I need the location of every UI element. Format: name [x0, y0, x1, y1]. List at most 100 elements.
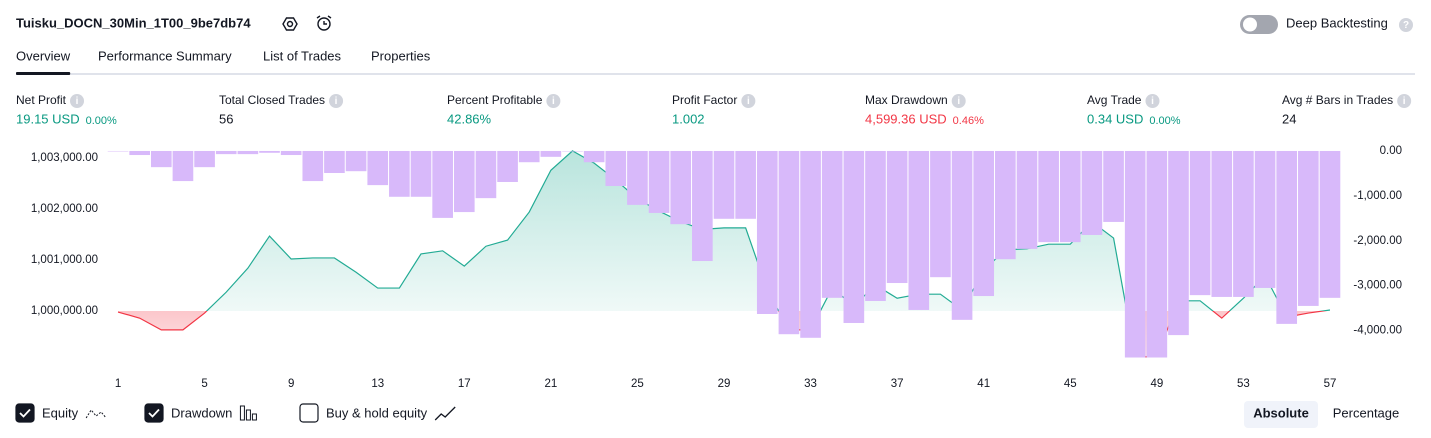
metrics-row: Net Profit i 19.15 USD 0.00% Total Closed Tr…: [16, 93, 1412, 127]
drawdown-bar: [692, 150, 713, 262]
drawdown-bar: [302, 150, 324, 182]
settings-icon[interactable]: [282, 17, 298, 31]
drawdown-bar: [1254, 150, 1276, 288]
drawdown-bar: [583, 150, 605, 163]
drawdown-bar: [324, 150, 345, 173]
x-tick-label: 25: [631, 378, 644, 390]
y2-tick-label: -4,000.00: [1353, 325, 1402, 337]
drawdown-bar: [605, 150, 627, 187]
help-icon[interactable]: ?: [1399, 18, 1413, 32]
drawdown-bar: [735, 150, 756, 219]
y-tick-label: 1,001,000.00: [31, 254, 98, 266]
drawdown-bar: [518, 150, 540, 163]
drawdown-bar: [1038, 150, 1059, 243]
drawdown-bar: [951, 150, 973, 320]
deep-backtesting-toggle[interactable]: [1240, 15, 1278, 34]
metric-label: Max Drawdown: [865, 93, 948, 107]
metric-percent: 0.00%: [86, 115, 117, 127]
drawdown-bar: [432, 150, 453, 218]
drawdown-bar: [648, 150, 670, 213]
drawdown-bar: [865, 150, 886, 301]
view-mode[interactable]: Absolute: [1253, 405, 1309, 420]
svg-text:i: i: [1151, 96, 1154, 107]
drawdown-bar: [886, 150, 908, 284]
drawdown-bar: [756, 150, 778, 315]
drawdown-bar: [973, 150, 995, 297]
y2-tick-label: 0.00: [1380, 145, 1402, 157]
drawdown-bar: [237, 150, 259, 155]
drawdown-bar: [930, 150, 951, 278]
drawdown-bar: [345, 150, 367, 172]
drawdown-bar: [713, 150, 735, 219]
drawdown-bar: [670, 150, 692, 225]
tab[interactable]: Overview: [16, 48, 71, 63]
tab[interactable]: Properties: [371, 48, 431, 63]
chart-legend: Equity Drawdown Buy & hold equity: [15, 403, 456, 423]
checkbox[interactable]: [299, 403, 319, 423]
x-tick-label: 5: [201, 378, 207, 390]
metric-value: 42.86%: [447, 111, 492, 126]
y-tick-label: 1,002,000.00: [31, 203, 98, 215]
drawdown-bar: [453, 150, 475, 213]
y-tick-label: 1,000,000.00: [31, 305, 98, 317]
x-tick-label: 29: [718, 378, 731, 390]
checkbox[interactable]: [144, 403, 164, 423]
info-icon[interactable]: i: [329, 94, 344, 108]
drawdown-bar: [497, 150, 518, 182]
strategy-title: Tuisku_DOCN_30Min_1T00_9be7db74: [16, 15, 251, 30]
drawdown-bar: [627, 150, 648, 205]
drawdown-bar: [1319, 150, 1341, 298]
drawdown-bar: [410, 150, 432, 197]
tab[interactable]: Performance Summary: [98, 48, 232, 63]
info-icon[interactable]: i: [70, 94, 85, 108]
metric-label: Avg Trade: [1087, 93, 1142, 107]
x-tick-label: 13: [371, 378, 384, 390]
legend-label: Drawdown: [171, 405, 232, 420]
metric-label: Net Profit: [16, 93, 67, 107]
view-mode-switch: Absolute Percentage: [1244, 401, 1399, 428]
drawdown-bar: [215, 150, 237, 155]
drawdown-bar: [1298, 150, 1319, 306]
drawdown-bar: [800, 150, 821, 338]
legend-icon: [239, 405, 257, 421]
metric-percent: 0.46%: [953, 115, 984, 127]
svg-text:i: i: [747, 96, 750, 107]
checkbox[interactable]: [15, 403, 35, 423]
drawdown-bar: [129, 150, 150, 156]
alert-icon[interactable]: [316, 15, 332, 31]
equity-area: [118, 150, 1330, 357]
metric-value: 1.002: [672, 111, 705, 126]
drawdown-bar: [1124, 150, 1146, 358]
drawdown-bar: [1081, 150, 1103, 235]
x-tick-label: 17: [458, 378, 471, 390]
svg-text:i: i: [1403, 96, 1406, 107]
drawdown-bar: [1233, 150, 1254, 297]
drawdown-bar: [908, 150, 930, 310]
x-tick-label: 49: [1150, 378, 1163, 390]
x-tick-label: 9: [288, 378, 294, 390]
metric-percent: 0.00%: [1149, 115, 1180, 127]
equity-chart: 1,000,000.00 1,001,000.00 1,002,000.00 1,00…: [31, 145, 1402, 390]
view-mode[interactable]: Percentage: [1333, 405, 1400, 420]
metric-label: Total Closed Trades: [219, 93, 325, 107]
drawdown-bar: [778, 150, 800, 335]
info-icon[interactable]: i: [951, 94, 966, 108]
drawdown-bar: [150, 150, 172, 168]
drawdown-bar: [995, 150, 1016, 260]
drawdown-bar: [194, 150, 215, 168]
tab[interactable]: List of Trades: [263, 48, 342, 63]
drawdown-bar: [1168, 150, 1189, 336]
info-icon[interactable]: i: [546, 94, 561, 108]
y-tick-label: 1,003,000.00: [31, 152, 98, 164]
drawdown-bar: [389, 150, 410, 197]
info-icon[interactable]: i: [1397, 94, 1412, 108]
x-tick-label: 53: [1237, 378, 1250, 390]
metric-value: 4,599.36 USD: [865, 111, 947, 126]
info-icon[interactable]: i: [741, 94, 756, 108]
info-icon[interactable]: i: [1145, 94, 1160, 108]
active-view-bg: [1244, 401, 1318, 428]
drawdown-bar: [1103, 150, 1124, 222]
x-tick-label: 41: [977, 378, 990, 390]
metric-label: Profit Factor: [672, 93, 737, 107]
